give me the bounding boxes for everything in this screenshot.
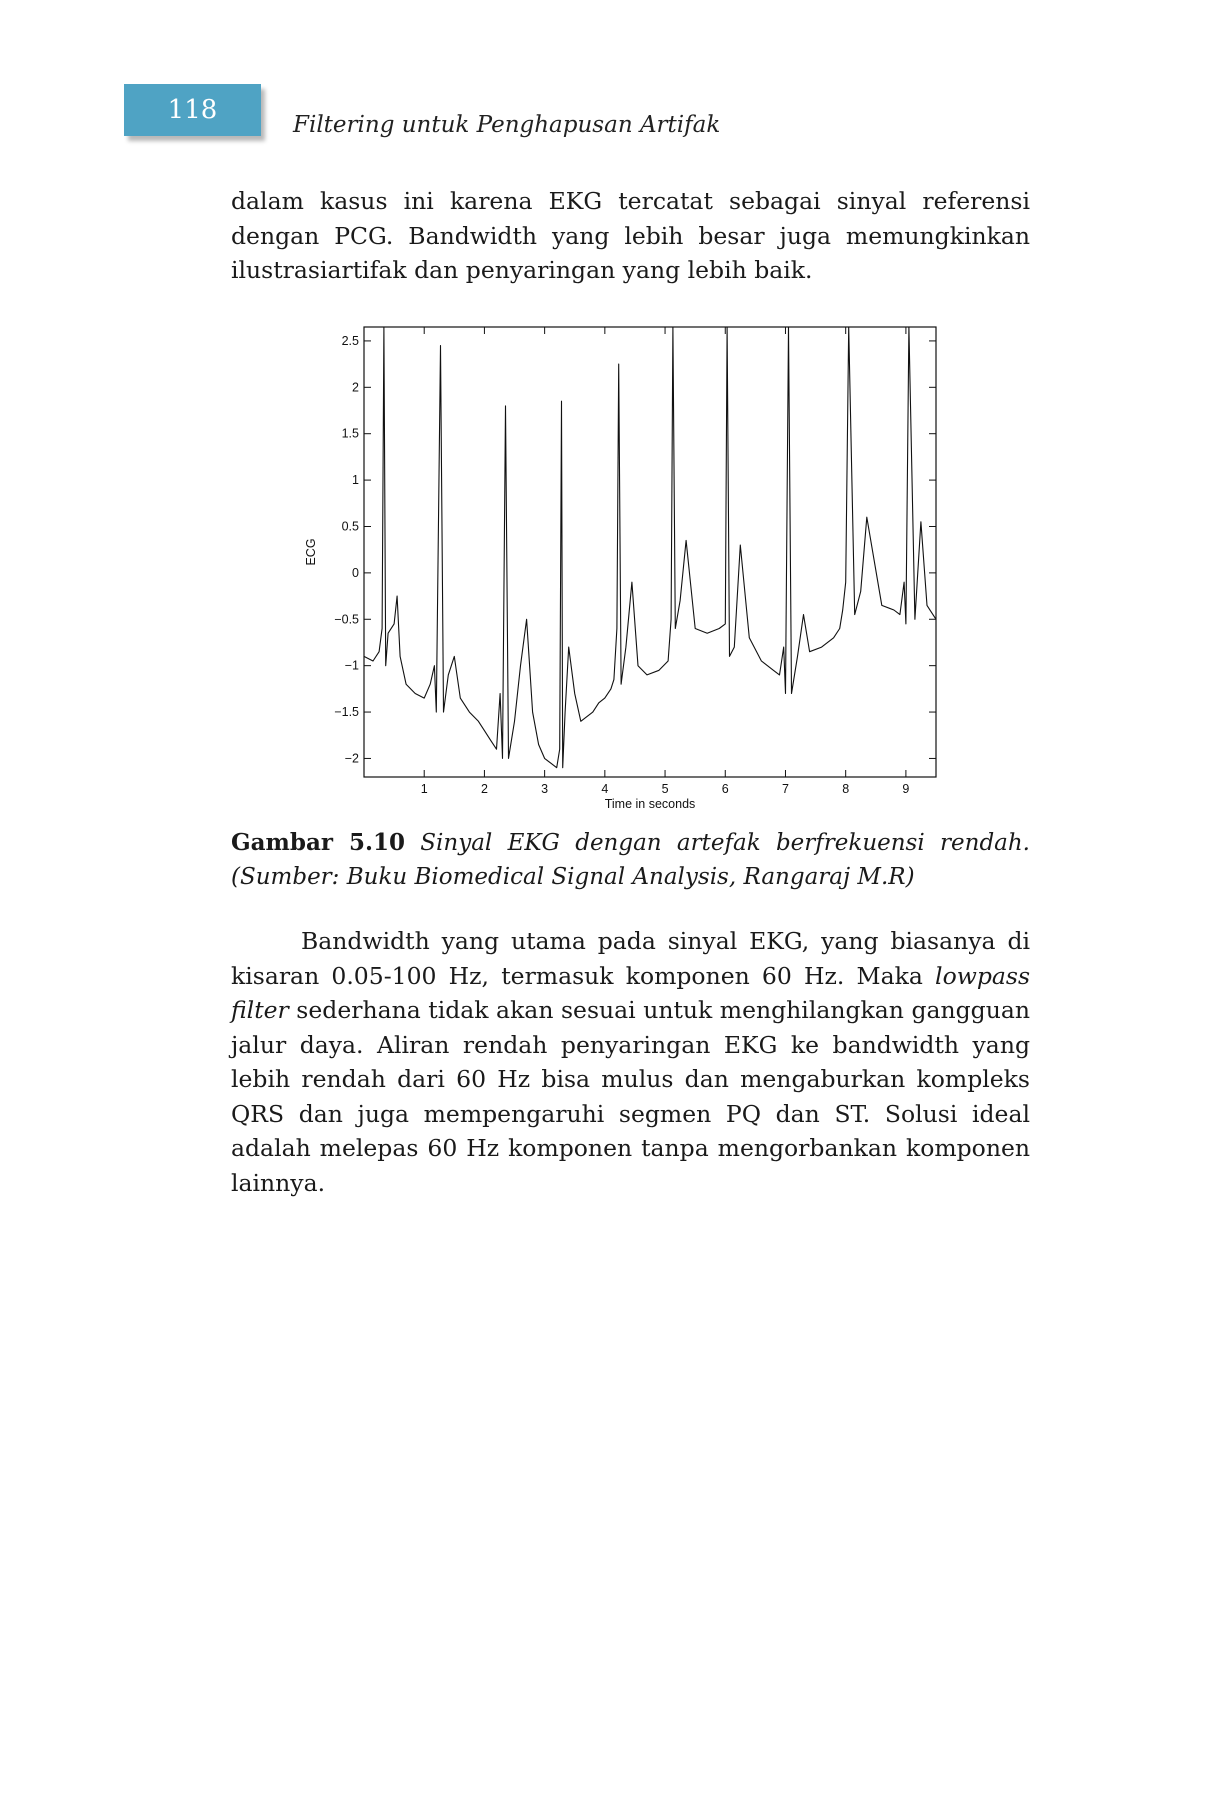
caption-label: Gambar 5.10 xyxy=(231,829,405,856)
y-tick-label: −2 xyxy=(345,751,359,765)
paragraph-bandwidth-emphasis: lowpass filter xyxy=(231,961,1030,1025)
paragraph-bandwidth-text-a: Bandwidth yang utama pada sinyal EKG, ya… xyxy=(231,927,1030,990)
y-tick-label: −0.5 xyxy=(334,612,359,626)
y-tick-label: 2.5 xyxy=(342,334,359,348)
x-tick-label: 3 xyxy=(541,782,548,796)
y-tick-label: 1 xyxy=(352,473,359,487)
paragraph-bandwidth: Bandwidth yang utama pada sinyal EKG, ya… xyxy=(231,924,1030,1200)
y-axis-label: ECG xyxy=(304,538,318,565)
ecg-figure: 1 2 3 4 5 6 7 8 9 −2 −1.5 −1 −0.5 0 0.5 1 1.5 2 2.5 Time in… xyxy=(300,315,940,815)
x-axis-label: Time in seconds xyxy=(605,797,696,811)
paragraph-bandwidth-text-b: sederhana tidak akan sesuai untuk menghi… xyxy=(231,996,1030,1197)
x-tick-label: 5 xyxy=(662,782,669,796)
x-tick-label: 9 xyxy=(902,782,909,796)
y-tick-label: −1 xyxy=(345,659,359,673)
ecg-chart: 1 2 3 4 5 6 7 8 9 −2 −1.5 −1 −0.5 0 0.5 1 1.5 2 2.5 Time in… xyxy=(304,326,937,811)
running-title: Filtering untuk Penghapusan Artifak xyxy=(293,112,721,138)
x-tick-label: 4 xyxy=(601,782,608,796)
y-tick-label: 0 xyxy=(352,566,359,580)
y-tick-label: 2 xyxy=(352,380,359,394)
paragraph-intro: dalam kasus ini karena EKG tercatat seba… xyxy=(231,187,1030,284)
page-number-tab: 118 xyxy=(124,84,261,136)
x-tick-label: 8 xyxy=(842,782,849,796)
y-tick-label: 0.5 xyxy=(342,519,359,533)
x-tick-label: 6 xyxy=(722,782,729,796)
figure-caption: Gambar 5.10 Sinyal EKG dengan artefak be… xyxy=(231,826,1030,894)
ecg-trace xyxy=(363,326,937,769)
caption-text: Sinyal EKG dengan artefak berfrekuensi r… xyxy=(231,830,1030,890)
x-tick-label: 2 xyxy=(481,782,488,796)
plot-frame xyxy=(363,326,937,778)
y-tick-label: −1.5 xyxy=(334,705,359,719)
x-tick-label: 1 xyxy=(421,782,428,796)
x-tick-label: 7 xyxy=(782,782,789,796)
page-number: 118 xyxy=(167,95,218,125)
y-tick-label: 1.5 xyxy=(342,427,359,441)
